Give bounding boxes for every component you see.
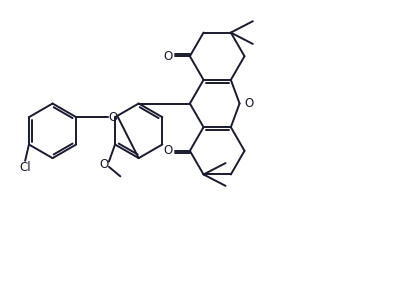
Text: O: O xyxy=(100,158,109,171)
Text: O: O xyxy=(164,50,173,63)
Text: O: O xyxy=(245,97,254,110)
Text: O: O xyxy=(108,111,117,124)
Text: Cl: Cl xyxy=(19,161,31,174)
Text: O: O xyxy=(164,144,173,157)
